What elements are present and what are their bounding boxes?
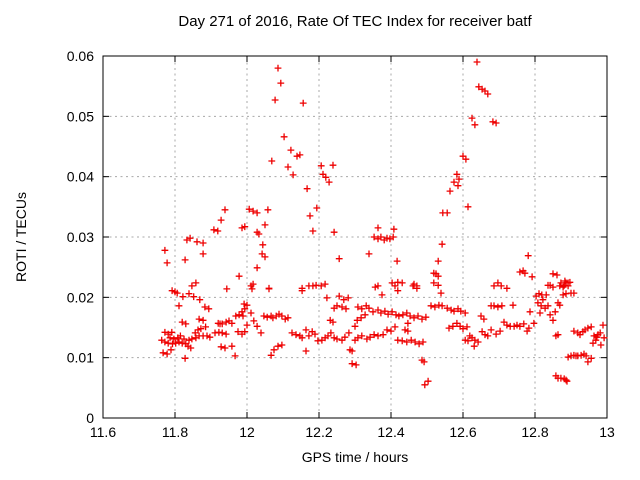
svg-text:12.6: 12.6 — [449, 424, 476, 440]
svg-text:0.03: 0.03 — [67, 229, 94, 245]
svg-text:0.06: 0.06 — [67, 48, 94, 64]
x-axis-label: GPS time / hours — [301, 449, 409, 465]
chart-title: Day 271 of 2016, Rate Of TEC Index for r… — [178, 13, 532, 30]
svg-text:0.01: 0.01 — [67, 350, 94, 366]
svg-text:12.4: 12.4 — [377, 424, 404, 440]
svg-text:0.04: 0.04 — [67, 169, 94, 185]
svg-text:11.6: 11.6 — [90, 424, 116, 440]
svg-text:11.8: 11.8 — [162, 424, 188, 440]
scatter-points-plus-markers — [158, 58, 608, 389]
svg-text:12.2: 12.2 — [305, 424, 332, 440]
tick-labels: 11.6 11.8 12 12.2 12.4 12.6 12.8 13 0 0.01 0.02 0.0… — [67, 48, 615, 440]
svg-text:12: 12 — [239, 424, 255, 440]
grid-lines — [104, 57, 606, 417]
axis-ticks — [102, 55, 608, 419]
svg-text:12.8: 12.8 — [521, 424, 548, 440]
svg-text:13: 13 — [599, 424, 615, 440]
svg-text:0.02: 0.02 — [67, 289, 94, 305]
svg-text:0.05: 0.05 — [67, 108, 94, 124]
svg-text:0: 0 — [86, 410, 94, 426]
y-axis-label: ROTI / TECUs — [13, 192, 29, 282]
